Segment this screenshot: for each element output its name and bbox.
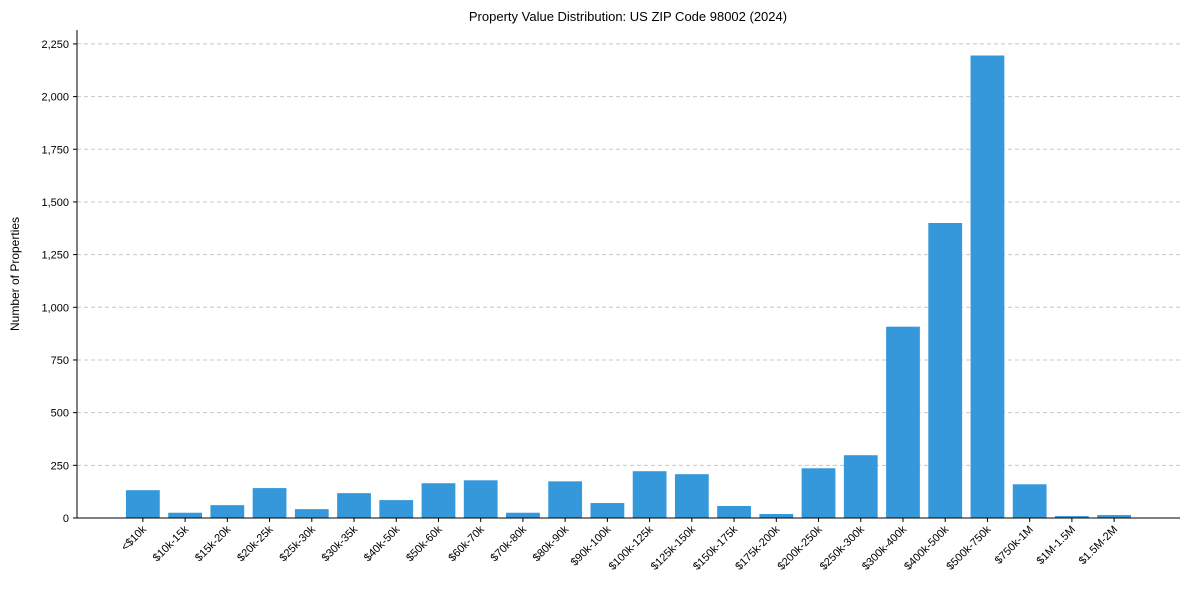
bar — [506, 512, 540, 518]
bar — [548, 481, 583, 518]
bar — [632, 471, 667, 518]
y-tick-label: 500 — [51, 408, 69, 420]
x-tick-label: $750k-1M — [993, 524, 1036, 567]
bar — [970, 55, 1005, 519]
x-tick-label: $80k-90k — [531, 523, 572, 564]
x-tick-label: $25k-30k — [277, 523, 318, 564]
y-tick-label: 2,000 — [41, 92, 69, 104]
x-tick-label: $1.5M-2M — [1077, 524, 1121, 568]
bar — [674, 474, 709, 518]
y-tick-label: 1,750 — [41, 144, 69, 156]
bar — [759, 513, 794, 518]
gridlines — [77, 43, 1180, 466]
bar — [1012, 484, 1047, 518]
bar — [1055, 516, 1089, 518]
bars — [125, 55, 1132, 519]
bar — [928, 223, 963, 518]
x-tick-label: $500k-750k — [944, 523, 993, 572]
bar — [210, 505, 245, 518]
bar — [379, 500, 414, 518]
bar — [463, 480, 498, 518]
x-tick-label: $30k-35k — [320, 523, 361, 564]
bar — [125, 490, 160, 518]
bar — [337, 493, 371, 518]
chart-title: Property Value Distribution: US ZIP Code… — [469, 9, 787, 24]
x-tick-label: $90k-100k — [569, 523, 614, 568]
bar — [421, 483, 456, 518]
y-tick-label: 250 — [51, 460, 69, 472]
bar — [590, 503, 625, 518]
x-tick-label: $70k-80k — [489, 523, 530, 564]
x-tick-label: $15k-20k — [193, 523, 234, 564]
x-tick-label: $20k-25k — [235, 523, 276, 564]
x-tick-label: $10k-15k — [151, 523, 192, 564]
bar — [717, 505, 751, 518]
y-tick-label: 1,250 — [41, 250, 69, 262]
bar — [252, 488, 287, 518]
x-tick-label: $60k-70k — [446, 523, 487, 564]
x-tick-label: $50k-60k — [404, 523, 445, 564]
x-axis-ticks: <$10k $10k-15k $15k-20k $20k-25k $25k-30k $30… — [119, 518, 1120, 573]
y-tick-label: 0 — [63, 513, 69, 525]
y-axis-ticks: 0 250 500 750 1,000 1,250 1,500 1,750 2,000 2,250 — [41, 39, 77, 525]
x-tick-label: $1M-1.5M — [1035, 524, 1079, 568]
y-tick-label: 2,250 — [41, 39, 69, 51]
y-tick-label: 750 — [51, 355, 69, 367]
bar — [801, 468, 836, 518]
y-tick-label: 1,000 — [41, 302, 69, 314]
x-tick-label: $40k-50k — [362, 523, 403, 564]
y-tick-label: 1,500 — [41, 197, 69, 209]
bar — [886, 326, 920, 518]
bar — [1097, 515, 1132, 518]
y-axis-label: Number of Properties — [8, 217, 22, 331]
bar — [294, 509, 329, 518]
x-tick-label: <$10k — [119, 523, 149, 553]
bar — [168, 512, 202, 518]
bar — [843, 455, 878, 518]
